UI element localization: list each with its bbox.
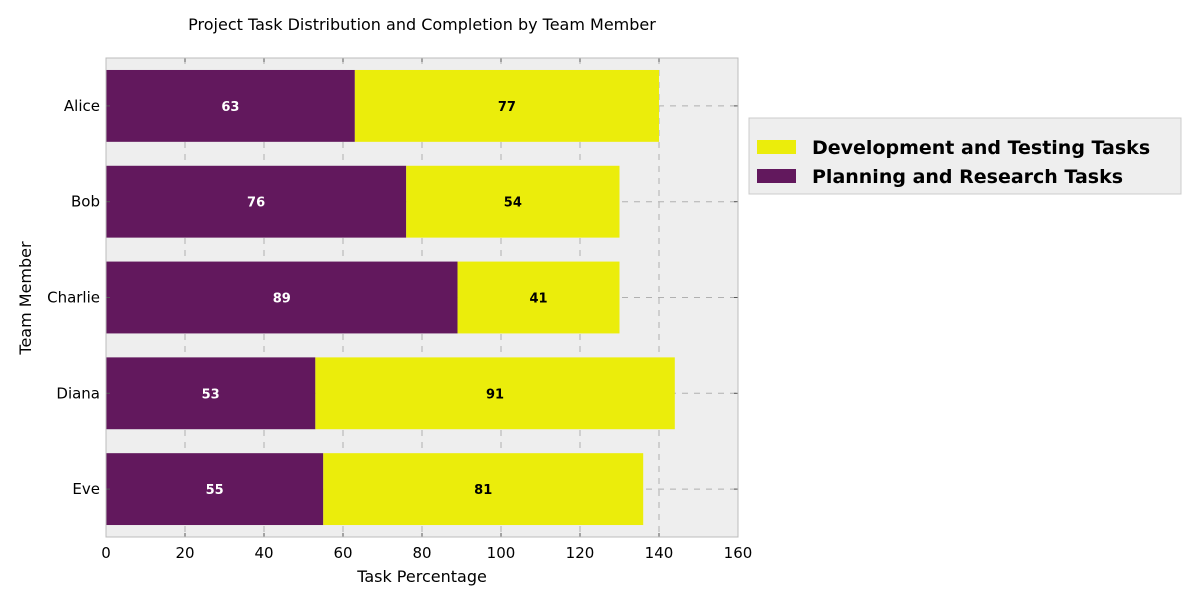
bar-value-label: 54 [504,196,522,211]
x-tick-label: 120 [566,544,595,562]
legend-entries: Development and Testing Tasks Planning an… [757,137,1150,188]
chart-title: Project Task Distribution and Completion… [188,15,656,34]
x-tick-label: 0 [101,544,111,562]
axis-ticks: 0 20 40 60 80 100 120 140 160 Alice Bob Charlie Dian… [47,57,753,562]
legend-box [748,117,1182,195]
bar-segment [323,453,644,526]
y-tick-label: Eve [72,480,100,498]
x-tick-label: 60 [333,544,352,562]
legend-label: Development and Testing Tasks [812,137,1150,159]
bar-value-label: 41 [529,292,547,307]
bar-segment [106,357,316,430]
x-tick-label: 140 [645,544,674,562]
y-tick-label: Bob [71,193,100,211]
x-tick-label: 80 [412,544,431,562]
bar-value-label: 55 [206,483,224,498]
bar-value-label: 91 [486,387,504,402]
x-tick-label: 160 [724,544,753,562]
x-tick-label: 100 [487,544,516,562]
bar-segment [106,261,458,334]
bar-labels: 63 77 76 54 89 41 53 91 55 81 [202,100,548,498]
y-tick-label: Charlie [47,289,100,307]
bar-segment [406,165,620,238]
legend-swatch [757,140,796,154]
bar-segment [106,453,324,526]
x-tick-label: 20 [175,544,194,562]
y-axis-title: Team Member [16,241,35,356]
bar-value-label: 81 [474,483,492,498]
y-tick-label: Alice [64,97,100,115]
bar-value-label: 77 [498,100,516,115]
legend: Development and Testing Tasks Planning an… [748,117,1182,195]
legend-swatch [757,169,796,183]
bar-value-label: 53 [202,387,220,402]
bar-segment [315,357,675,430]
bar-value-label: 63 [221,100,239,115]
y-tick-label: Diana [56,384,100,402]
bar-value-label: 89 [273,292,291,307]
x-tick-label: 40 [254,544,273,562]
bar-segment [106,165,407,238]
x-axis-title: Task Percentage [356,567,487,586]
bar-segment [354,69,659,142]
bar-segment [106,69,355,142]
legend-label: Planning and Research Tasks [812,166,1123,188]
bars [106,69,675,526]
plot-frame [105,57,739,538]
bar-segment [457,261,620,334]
bar-value-label: 76 [247,196,265,211]
